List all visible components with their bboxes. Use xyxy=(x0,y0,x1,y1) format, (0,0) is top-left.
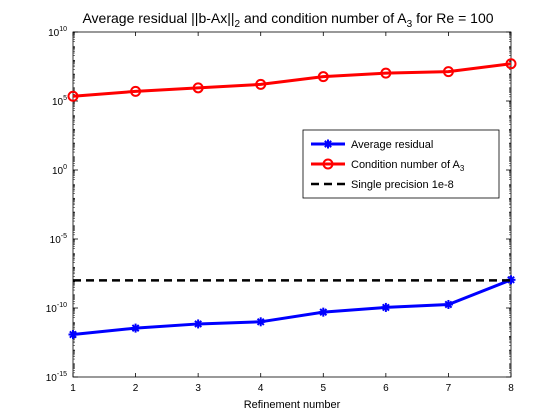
legend-label-condition-number-of-a: Condition number of A3 xyxy=(351,159,465,173)
legend-marker-condition-number-of-a xyxy=(322,158,334,170)
series-condition-number-of-a-point xyxy=(192,82,204,94)
y-tick-label: 105 xyxy=(52,95,67,108)
x-tick-label: 3 xyxy=(195,383,201,394)
y-tick-label: 10-5 xyxy=(50,233,67,246)
series-average-residual-point xyxy=(443,299,453,309)
series-average-residual-line xyxy=(72,278,512,337)
series-average-residual-point xyxy=(131,323,141,333)
y-tick-label: 1010 xyxy=(48,26,67,39)
x-tick-label: 2 xyxy=(133,383,139,394)
series-condition-number-of-a-point xyxy=(505,58,517,70)
series-average-residual-point xyxy=(193,319,203,329)
series-condition-number-of-a-point xyxy=(255,78,267,90)
legend-marker-average-residual xyxy=(323,139,333,149)
y-tick-label: 100 xyxy=(52,164,67,177)
title-part-3: for Re = 100 xyxy=(412,10,494,26)
series-condition-number-of-a-point xyxy=(67,90,79,102)
x-axis-label: Refinement number xyxy=(244,399,341,411)
title-subscript-1: 2 xyxy=(235,19,241,30)
series-condition-number-of-a-point xyxy=(130,85,142,97)
x-tick-label: 1 xyxy=(70,383,76,394)
x-tick-label: 6 xyxy=(383,383,389,394)
legend-label-single-precision-1e-8: Single precision 1e-8 xyxy=(351,179,454,191)
series-condition-number-of-a-point xyxy=(317,71,329,83)
x-tick-label: 4 xyxy=(258,383,264,394)
title-subscript-2: 3 xyxy=(407,19,413,30)
legend-label-average-residual: Average residual xyxy=(351,139,433,151)
legend-entries: Average residual Condition number of A3 Si… xyxy=(311,139,465,191)
y-tick-label: 10-15 xyxy=(46,371,67,384)
series-condition-number-of-a-point xyxy=(380,67,392,79)
x-tick-label: 5 xyxy=(321,383,327,394)
series-condition-number-of-a-line xyxy=(72,62,512,98)
series-average-residual-point xyxy=(256,317,266,327)
y-axis: 1010 105 100 10-5 10-10 10-15 xyxy=(46,26,511,384)
x-tick-label: 7 xyxy=(446,383,452,394)
series-average-residual-point xyxy=(68,330,78,340)
y-tick-label: 10-10 xyxy=(46,302,67,315)
legend: Average residual Condition number of A3 Si… xyxy=(302,129,500,199)
title-part-1: Average residual ||b-Ax|| xyxy=(82,10,234,26)
series-layer xyxy=(67,58,517,340)
series-average-residual-point xyxy=(318,307,328,317)
series-average-residual-point xyxy=(381,302,391,312)
title-part-2: and condition number of A xyxy=(240,10,407,26)
x-tick-label: 8 xyxy=(508,383,514,394)
series-condition-number-of-a-point xyxy=(442,66,454,78)
chart-title: Average residual ||b-Ax||2 and condition… xyxy=(82,10,493,30)
